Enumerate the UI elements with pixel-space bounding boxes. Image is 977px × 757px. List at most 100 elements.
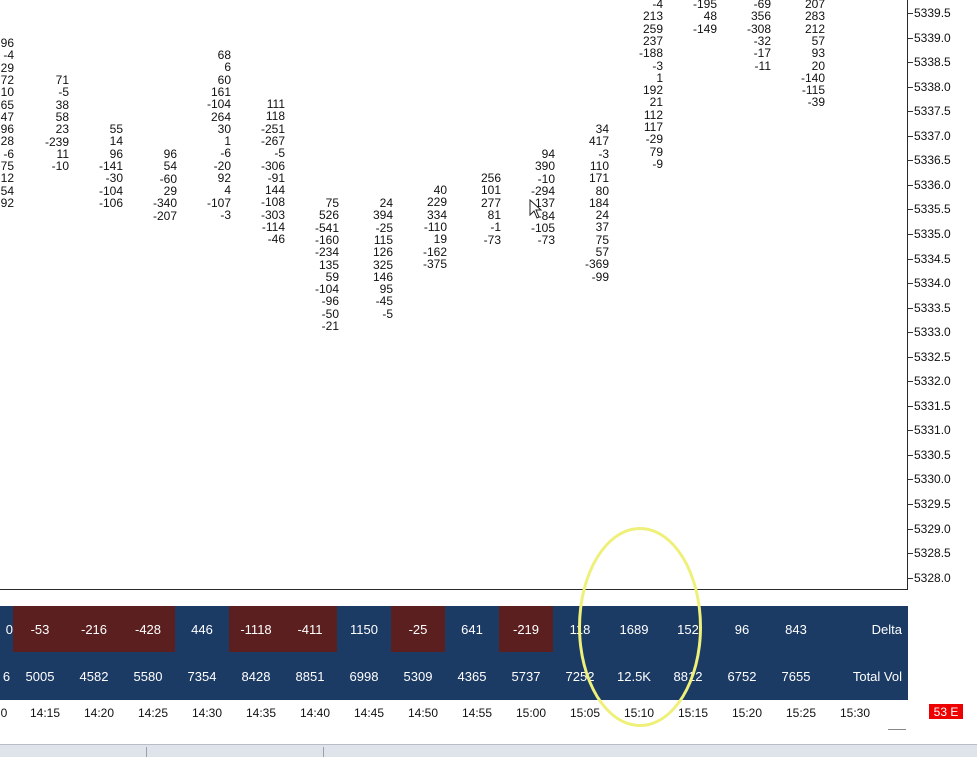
footprint-cell: -140 [800,70,825,85]
footprint-cell: -141 [98,158,123,173]
total-vol-cell: 4365 [457,668,487,684]
footprint-cell: 54 [0,183,14,198]
footprint-cell: 68 [217,48,231,62]
footprint-cell: -25 [375,220,393,235]
delta-cell: 118 [569,621,591,637]
price-label: 5336.5 [914,153,951,168]
price-label: 5330.5 [914,447,951,462]
footprint-cell: -29 [645,132,663,147]
footprint-cell: 161 [210,84,231,99]
price-tick [908,307,913,309]
total-vol-cell: 4582 [79,668,109,684]
footprint-cell: -5 [58,85,69,100]
footprint-cell: 20 [811,58,825,73]
footprint-cell: 47 [0,109,14,124]
price-axis[interactable]: 5339.5 5339.0 5338.5 5338.0 5337.5 5337.0 5336… [908,0,977,590]
footprint-cell: 212 [804,21,825,36]
footprint-cell: 48 [703,9,717,24]
footprint-cell: 29 [0,60,14,75]
price-label: 5329.0 [914,521,951,536]
bottom-tab-bar [0,744,977,757]
footprint-cell: -91 [267,170,285,185]
total-vol-cell: 8851 [295,668,325,684]
footprint-cell: 28 [0,134,14,149]
delta-row-label: Delta [871,621,902,637]
footprint-cell: 135 [318,257,339,272]
footprint-cell: 65 [0,97,14,112]
price-label: 5332.0 [914,374,951,389]
delta-cell: -216 [67,606,121,652]
footprint-cell: -115 [801,83,825,98]
footprint-cell: -50 [321,306,339,321]
time-label: 15:05 [569,706,601,720]
footprint-cell: 12 [0,171,14,186]
price-tick [908,504,913,505]
price-tick [908,283,913,285]
delta-cell: 446 [191,621,213,637]
footprint-chart-area[interactable]: 96 -4 29 72 10 65 47 96 28 -6 75 12 54 92 71 -5 38 58 23 -2… [0,0,908,590]
footprint-cell: 71 [55,73,69,87]
footprint-cell: 92 [0,195,14,210]
footprint-cell: 10 [0,85,14,100]
total-vol-cell: 5737 [511,668,541,684]
total-vol-cell: 7252 [565,668,595,684]
footprint-cell: -4 [3,48,14,63]
time-label: 14:55 [461,706,493,720]
footprint-cell: -3 [598,146,609,161]
footprint-cell: -10 [537,171,555,186]
delta-cell: -25 [391,606,445,652]
total-vol-cell: 5309 [403,668,433,684]
footprint-cell: -110 [423,219,447,234]
price-label: 5335.5 [914,202,951,217]
scroll-grip-icon[interactable] [888,729,906,730]
footprint-cell: -267 [260,133,285,148]
footprint-cell: -375 [422,256,447,271]
time-label: 14:20 [83,706,115,720]
price-label: 5334.0 [914,276,951,291]
footprint-cell: -104 [98,183,123,198]
footprint-cell: 118 [265,109,285,124]
footprint-cell: -84 [537,208,555,223]
footprint-cell: 24 [595,208,609,223]
footprint-cell: 126 [372,245,393,260]
footprint-cell: -5 [274,146,285,161]
footprint-cell: -239 [44,134,69,149]
time-label: 14:30 [191,706,223,720]
time-label: 14:45 [353,706,385,720]
footprint-cell: -32 [753,33,771,48]
footprint-cell: 334 [426,207,447,222]
footprint-cell: 93 [811,46,825,61]
footprint-cell: -105 [530,220,555,235]
footprint-cell: 146 [372,269,393,284]
time-axis[interactable]: 0 14:15 14:20 14:25 14:30 14:35 14:40 14:45 14:5… [0,700,908,724]
time-label: 15:30 [839,706,871,720]
footprint-cell: -21 [321,319,339,333]
footprint-cell: 38 [55,97,69,112]
footprint-cell: -195 [692,0,717,11]
delta-cell: 152 [677,621,699,637]
price-tick [908,233,913,235]
footprint-cell: 526 [318,208,339,223]
price-tick [908,209,913,211]
total-vol-cell: 6998 [349,668,379,684]
footprint-cell: -294 [530,183,555,198]
price-label: 5338.5 [914,55,951,70]
footprint-cell: -69 [753,0,771,11]
price-badge: 53 E [929,704,963,719]
footprint-cell: -114 [261,220,285,234]
time-label: 15:10 [623,706,655,720]
delta-cell: -219 [499,606,553,652]
footprint-cell: 325 [372,257,393,272]
total-vol-cell: 6 [2,668,11,684]
footprint-cell: 229 [426,195,447,210]
footprint-cell: -10 [51,159,69,174]
price-tick [908,111,913,113]
footprint-cell: -160 [314,232,339,247]
delta-cell: 96 [734,621,750,637]
footprint-cell: -234 [314,245,339,260]
footprint-cell: -17 [753,46,771,61]
total-vol-cell: 8812 [673,668,703,684]
price-tick [908,160,913,162]
footprint-cell: -104 [314,282,339,297]
price-tick [908,381,913,383]
